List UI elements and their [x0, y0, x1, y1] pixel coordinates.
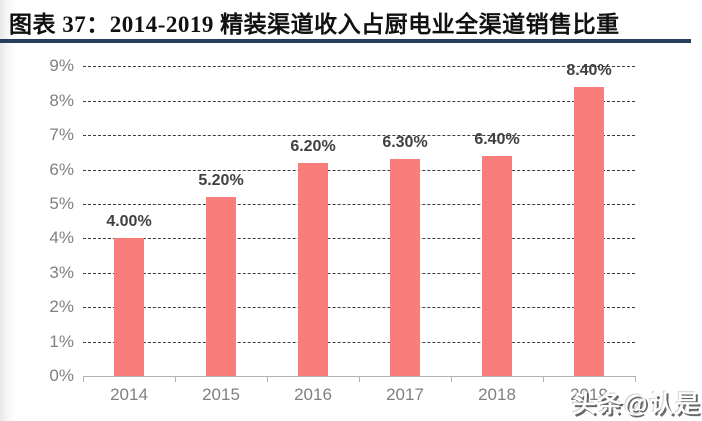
y-axis-label: 9% — [49, 56, 74, 75]
bar — [114, 238, 144, 376]
x-axis-label: 2017 — [386, 385, 424, 404]
x-axis-label: 2019 — [570, 385, 608, 404]
gridline — [83, 135, 635, 136]
bar-value-label: 5.20% — [198, 172, 244, 189]
y-axis-label: 4% — [49, 228, 74, 247]
y-axis-label: 5% — [49, 194, 74, 213]
x-axis-label: 2016 — [294, 385, 332, 404]
gridline — [83, 204, 635, 205]
watermark: 头条@认是 — [572, 391, 702, 418]
gridline — [83, 342, 635, 343]
gridline — [83, 273, 635, 274]
bar-value-label: 6.40% — [474, 131, 520, 148]
bar-value-label: 4.00% — [106, 213, 152, 230]
bar — [390, 159, 420, 376]
y-axis-label: 0% — [49, 366, 74, 385]
gridline — [83, 238, 635, 239]
bar — [206, 197, 236, 376]
y-axis-label: 2% — [49, 297, 74, 316]
bar-value-label: 6.30% — [382, 134, 428, 151]
axis-tick — [175, 376, 176, 382]
axis-tick — [83, 376, 84, 382]
axis-tick — [267, 376, 268, 382]
y-axis-label: 7% — [49, 125, 74, 144]
y-axis-label: 1% — [49, 332, 74, 351]
axis-tick — [451, 376, 452, 382]
bar — [574, 87, 604, 376]
bar-value-label: 6.20% — [290, 138, 336, 155]
figure-title: 图表 37：2014-2019 精装渠道收入占厨电业全渠道销售比重 — [9, 12, 620, 37]
axis-tick — [359, 376, 360, 382]
y-axis-label: 3% — [49, 263, 74, 282]
x-axis-label: 2014 — [110, 385, 148, 404]
bar-value-label: 8.40% — [566, 62, 612, 79]
bar — [298, 163, 328, 376]
y-axis-label: 8% — [49, 91, 74, 110]
gridline — [83, 101, 635, 102]
x-axis-label: 2015 — [202, 385, 240, 404]
gridline — [83, 307, 635, 308]
y-axis-label: 6% — [49, 160, 74, 179]
gridline — [83, 170, 635, 171]
gridline — [83, 66, 635, 67]
title-rule — [0, 39, 691, 43]
bar — [482, 156, 512, 376]
axis-tick — [635, 376, 636, 382]
axis-tick — [543, 376, 544, 382]
x-axis-label: 2018 — [478, 385, 516, 404]
